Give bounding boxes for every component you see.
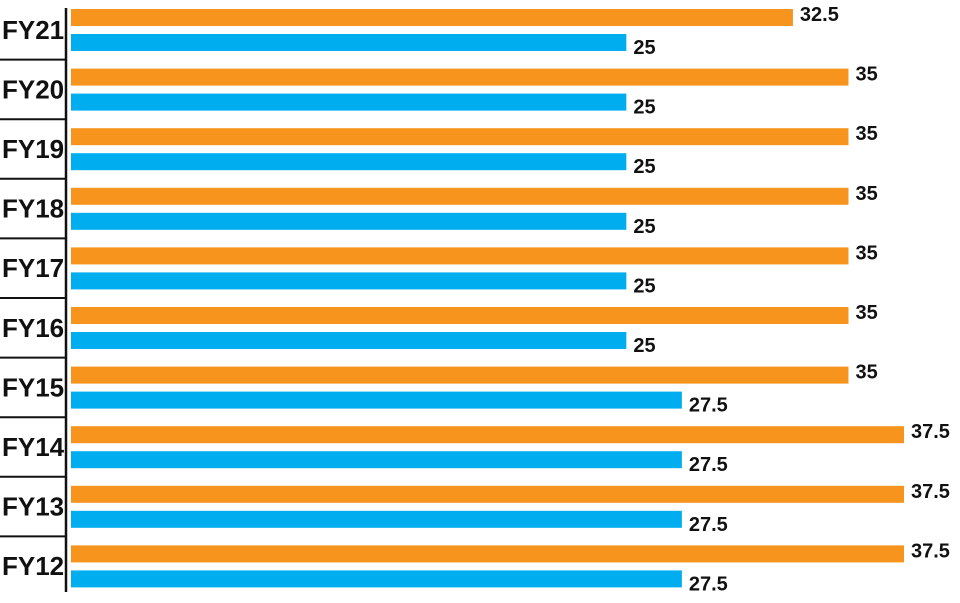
- data-label: 27.5: [689, 454, 728, 476]
- data-label: 37.5: [911, 540, 950, 562]
- data-label: 35: [855, 183, 877, 205]
- data-label: 37.5: [911, 481, 950, 503]
- data-label: 25: [633, 37, 655, 59]
- data-label: 35: [855, 64, 877, 86]
- category-label: FY17: [2, 253, 64, 283]
- category-label: FY16: [2, 313, 64, 343]
- bar: [71, 391, 682, 409]
- bar: [71, 68, 849, 86]
- data-label: 37.5: [911, 421, 950, 443]
- bar: [71, 247, 849, 265]
- bars-layer: [71, 9, 904, 588]
- data-label: 35: [855, 242, 877, 264]
- data-label: 25: [633, 335, 655, 357]
- bar: [71, 332, 627, 349]
- data-label: 25: [633, 216, 655, 238]
- axis-layer: [0, 8, 68, 592]
- data-label: 27.5: [689, 514, 728, 536]
- category-label: FY13: [2, 492, 64, 522]
- bar: [71, 426, 904, 444]
- bar: [71, 545, 904, 563]
- category-label: FY21: [2, 15, 64, 45]
- bar: [71, 212, 627, 230]
- bar: [71, 34, 627, 51]
- data-label: 27.5: [689, 573, 728, 595]
- category-label: FY15: [2, 372, 64, 402]
- bar: [71, 366, 849, 384]
- bar: [71, 570, 682, 588]
- labels-layer: FY21 32.5 25 FY20 35 25 FY19 35 25 FY18 35 25 FY17 35…: [2, 4, 950, 595]
- data-label: 25: [633, 275, 655, 297]
- data-label: 25: [633, 97, 655, 119]
- data-label: 25: [633, 156, 655, 178]
- data-label: 35: [855, 302, 877, 324]
- category-label: FY14: [2, 432, 65, 462]
- bar: [71, 272, 627, 290]
- data-label: 27.5: [689, 395, 728, 417]
- bar: [71, 451, 682, 469]
- bar: [71, 153, 627, 171]
- bar: [71, 187, 849, 205]
- category-label: FY19: [2, 134, 64, 164]
- bar: [71, 307, 849, 324]
- category-label: FY12: [2, 551, 64, 581]
- bar: [71, 510, 682, 528]
- bar: [71, 485, 904, 503]
- bar: [71, 93, 627, 111]
- bar: [71, 9, 793, 26]
- category-label: FY18: [2, 194, 64, 224]
- bar: [71, 128, 849, 146]
- data-label: 35: [855, 362, 877, 384]
- data-label: 35: [855, 123, 877, 145]
- category-label: FY20: [2, 74, 64, 104]
- data-label: 32.5: [800, 4, 839, 26]
